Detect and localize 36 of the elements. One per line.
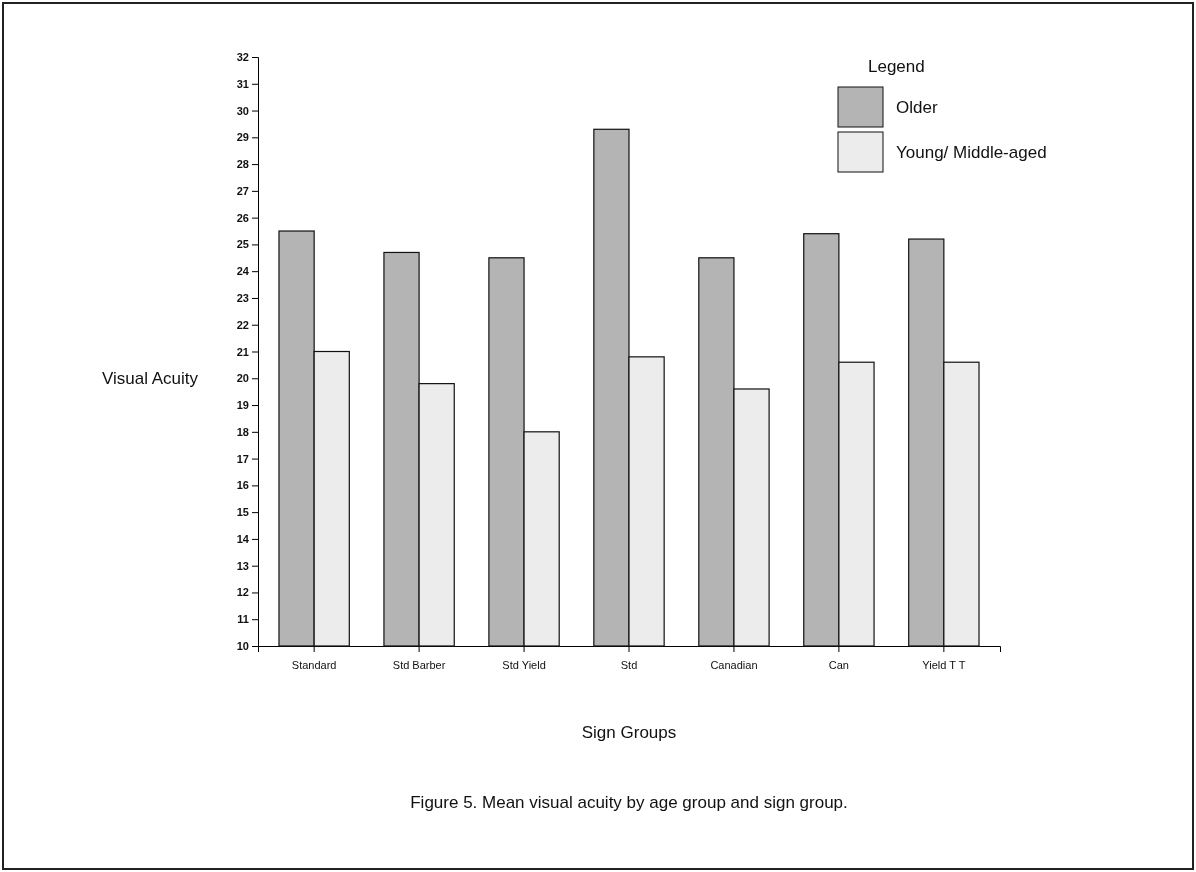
y-tick-label: 11 (237, 613, 249, 626)
y-tick-label: 21 (236, 345, 249, 358)
legend-label: Older (896, 98, 938, 117)
y-tick-label: 26 (236, 211, 249, 224)
y-tick-label: 24 (236, 265, 250, 278)
x-tick-label: Yield T T (922, 659, 966, 672)
y-tick-label: 23 (236, 291, 249, 304)
y-axis-title: Visual Acuity (101, 368, 199, 388)
y-tick-label: 19 (236, 399, 249, 412)
y-tick-label: 29 (236, 131, 249, 144)
x-tick-label: Can (828, 659, 849, 672)
x-tick-label: Std (620, 659, 638, 672)
y-tick-label: 31 (236, 77, 249, 90)
y-tick-label: 16 (236, 479, 249, 492)
caption: Figure 5. Mean visual acuity by age group and sign group. (410, 793, 848, 812)
y-tick-label: 27 (236, 184, 249, 197)
y-tick-label: 28 (236, 158, 249, 171)
legend-label: Young/ Middle-aged (896, 143, 1047, 162)
legend-title: Legend (868, 57, 925, 76)
x-tick-label: Canadian (710, 659, 758, 672)
y-tick-label: 32 (236, 51, 249, 64)
y-tick-label: 15 (236, 506, 249, 519)
y-tick-label: 17 (236, 452, 249, 465)
y-tick-label: 25 (236, 238, 249, 251)
y-tick-label: 18 (236, 425, 249, 438)
y-tick-label: 14 (236, 532, 250, 545)
x-tick-label: Std Barber (392, 659, 446, 672)
y-tick-label: 20 (236, 372, 249, 385)
x-tick-label: Std Yield (502, 659, 546, 672)
y-tick-label: 10 (236, 640, 249, 653)
y-tick-label: 22 (236, 318, 249, 331)
y-tick-label: 30 (236, 104, 249, 117)
y-tick-label: 12 (236, 586, 249, 599)
x-axis-title: Sign Groups (581, 723, 677, 742)
y-tick-label: 13 (236, 559, 249, 572)
x-tick-label: Standard (291, 659, 337, 672)
